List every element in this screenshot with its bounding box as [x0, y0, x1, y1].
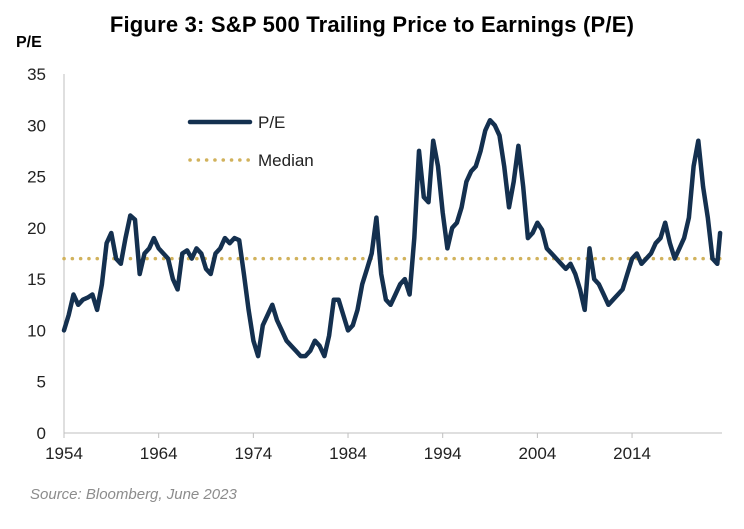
y-tick-label: 20: [27, 219, 46, 238]
x-tick-label: 1954: [45, 444, 83, 463]
y-axis-label: P/E: [16, 34, 42, 51]
y-tick-label: 0: [37, 424, 46, 443]
y-tick-label: 5: [37, 373, 46, 392]
legend-label-median: Median: [258, 151, 314, 170]
series-line-pe: [61, 117, 723, 359]
y-tick-label: 30: [27, 116, 46, 135]
x-tick-label: 1964: [140, 444, 178, 463]
x-tick-label: 1984: [329, 444, 367, 463]
y-tick-label: 10: [27, 321, 46, 340]
x-tick-label: 2004: [518, 444, 556, 463]
source-note: Source: Bloomberg, June 2023: [30, 486, 237, 503]
x-tick-label: 1974: [234, 444, 272, 463]
x-tick-label: 2014: [613, 444, 651, 463]
y-tick-label: 25: [27, 168, 46, 187]
legend-label-pe: P/E: [258, 113, 285, 132]
y-tick-label: 15: [27, 270, 46, 289]
y-tick-label: 35: [27, 65, 46, 84]
x-tick-label: 1994: [424, 444, 462, 463]
chart-title: Figure 3: S&P 500 Trailing Price to Earn…: [109, 12, 635, 37]
